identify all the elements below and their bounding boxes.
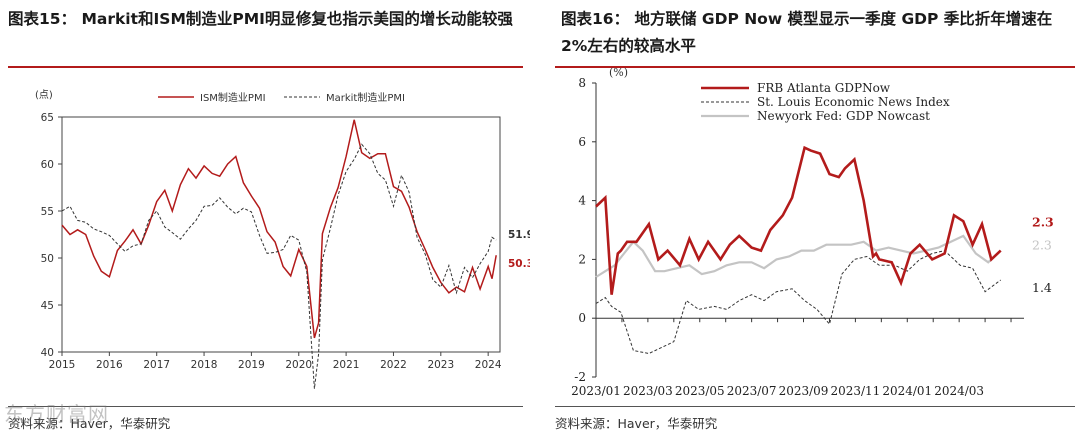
series-line-stlouis <box>595 250 1002 355</box>
x-tick-label: 2023 <box>427 359 454 371</box>
right-title-rule <box>555 66 1075 68</box>
x-tick-label: 2016 <box>96 359 123 371</box>
x-tick-label: 2024 <box>475 359 502 371</box>
x-tick-label: 2023/01 <box>571 384 621 398</box>
x-tick-label: 2023/09 <box>779 384 829 398</box>
y-tick-label: 45 <box>41 300 54 312</box>
y-axis-unit: (点) <box>35 89 53 101</box>
right-source-rule <box>555 406 1075 407</box>
series-line-markit <box>61 143 497 389</box>
left-chart: (点) 40 45 50 55 60 65 2015 2016 2017 2018 2019 2020 2… <box>35 89 530 389</box>
watermark-logo: 东方财富网 <box>4 398 109 427</box>
legend-label: Newyork Fed: GDP Nowcast <box>757 109 930 123</box>
y-tick-label: 0 <box>578 311 586 325</box>
end-value-label: 51.9 <box>508 229 530 241</box>
y-tick-label: -2 <box>574 370 586 384</box>
x-tick-label: 2015 <box>49 359 76 371</box>
watermark-text: 东方财富网 <box>4 402 109 426</box>
x-tick-label: 2023/11 <box>830 384 880 398</box>
x-tick-label: 2023/03 <box>623 384 673 398</box>
x-tick-label: 2024/01 <box>882 384 932 398</box>
left-panel: 图表15： Markit和ISM制造业PMI明显修复也指示美国的增长动能较强 (… <box>0 0 530 438</box>
series-line-atlanta <box>595 145 1002 295</box>
y-tick-label: 8 <box>578 76 586 90</box>
series-line-ism <box>61 119 497 339</box>
y-tick-label: 65 <box>41 112 54 124</box>
legend-label: St. Louis Economic News Index <box>757 95 950 109</box>
x-tick-label: 2019 <box>238 359 265 371</box>
x-tick-label: 2021 <box>333 359 360 371</box>
legend-label: ISM制造业PMI <box>200 91 266 104</box>
left-title-rule <box>8 66 523 68</box>
end-value-label: 50.3 <box>508 258 530 270</box>
right-chart-title: 图表16： 地方联储 GDP Now 模型显示一季度 GDP 季比折年增速在2%… <box>561 10 1053 55</box>
y-tick-label: 2 <box>578 252 586 266</box>
x-tick-label: 2017 <box>143 359 170 371</box>
x-tick-label: 2018 <box>191 359 218 371</box>
right-source: 资料来源：Haver，华泰研究 <box>555 416 718 431</box>
y-tick-label: 4 <box>578 194 586 208</box>
end-value-label: 2.3 <box>1032 238 1052 253</box>
left-chart-title: 图表15： Markit和ISM制造业PMI明显修复也指示美国的增长动能较强 <box>8 10 513 28</box>
plot-frame <box>61 116 501 353</box>
right-panel: 图表16： 地方联储 GDP Now 模型显示一季度 GDP 季比折年增速在2%… <box>553 0 1080 438</box>
end-value-label: 2.3 <box>1032 215 1054 230</box>
left-source-rule <box>8 406 523 407</box>
legend-label: Markit制造业PMI <box>326 91 405 104</box>
x-tick-label: 2022 <box>380 359 407 371</box>
y-tick-label: 60 <box>41 159 54 171</box>
series-line-newyork <box>595 234 1002 278</box>
x-tick-label: 2023/05 <box>675 384 725 398</box>
y-tick-label: 40 <box>41 347 54 359</box>
legend-label: FRB Atlanta GDPNow <box>757 81 891 95</box>
y-axis-unit: (%) <box>609 66 628 79</box>
x-tick-label: 2020 <box>285 359 312 371</box>
left-source: 资料来源：Haver，华泰研究 <box>8 416 171 431</box>
x-tick-label: 2023/07 <box>727 384 777 398</box>
y-tick-label: 50 <box>41 253 54 265</box>
y-tick-label: 55 <box>41 206 54 218</box>
end-value-label: 1.4 <box>1032 280 1052 295</box>
x-tick-label: 2024/03 <box>934 384 984 398</box>
y-tick-label: 6 <box>578 135 586 149</box>
